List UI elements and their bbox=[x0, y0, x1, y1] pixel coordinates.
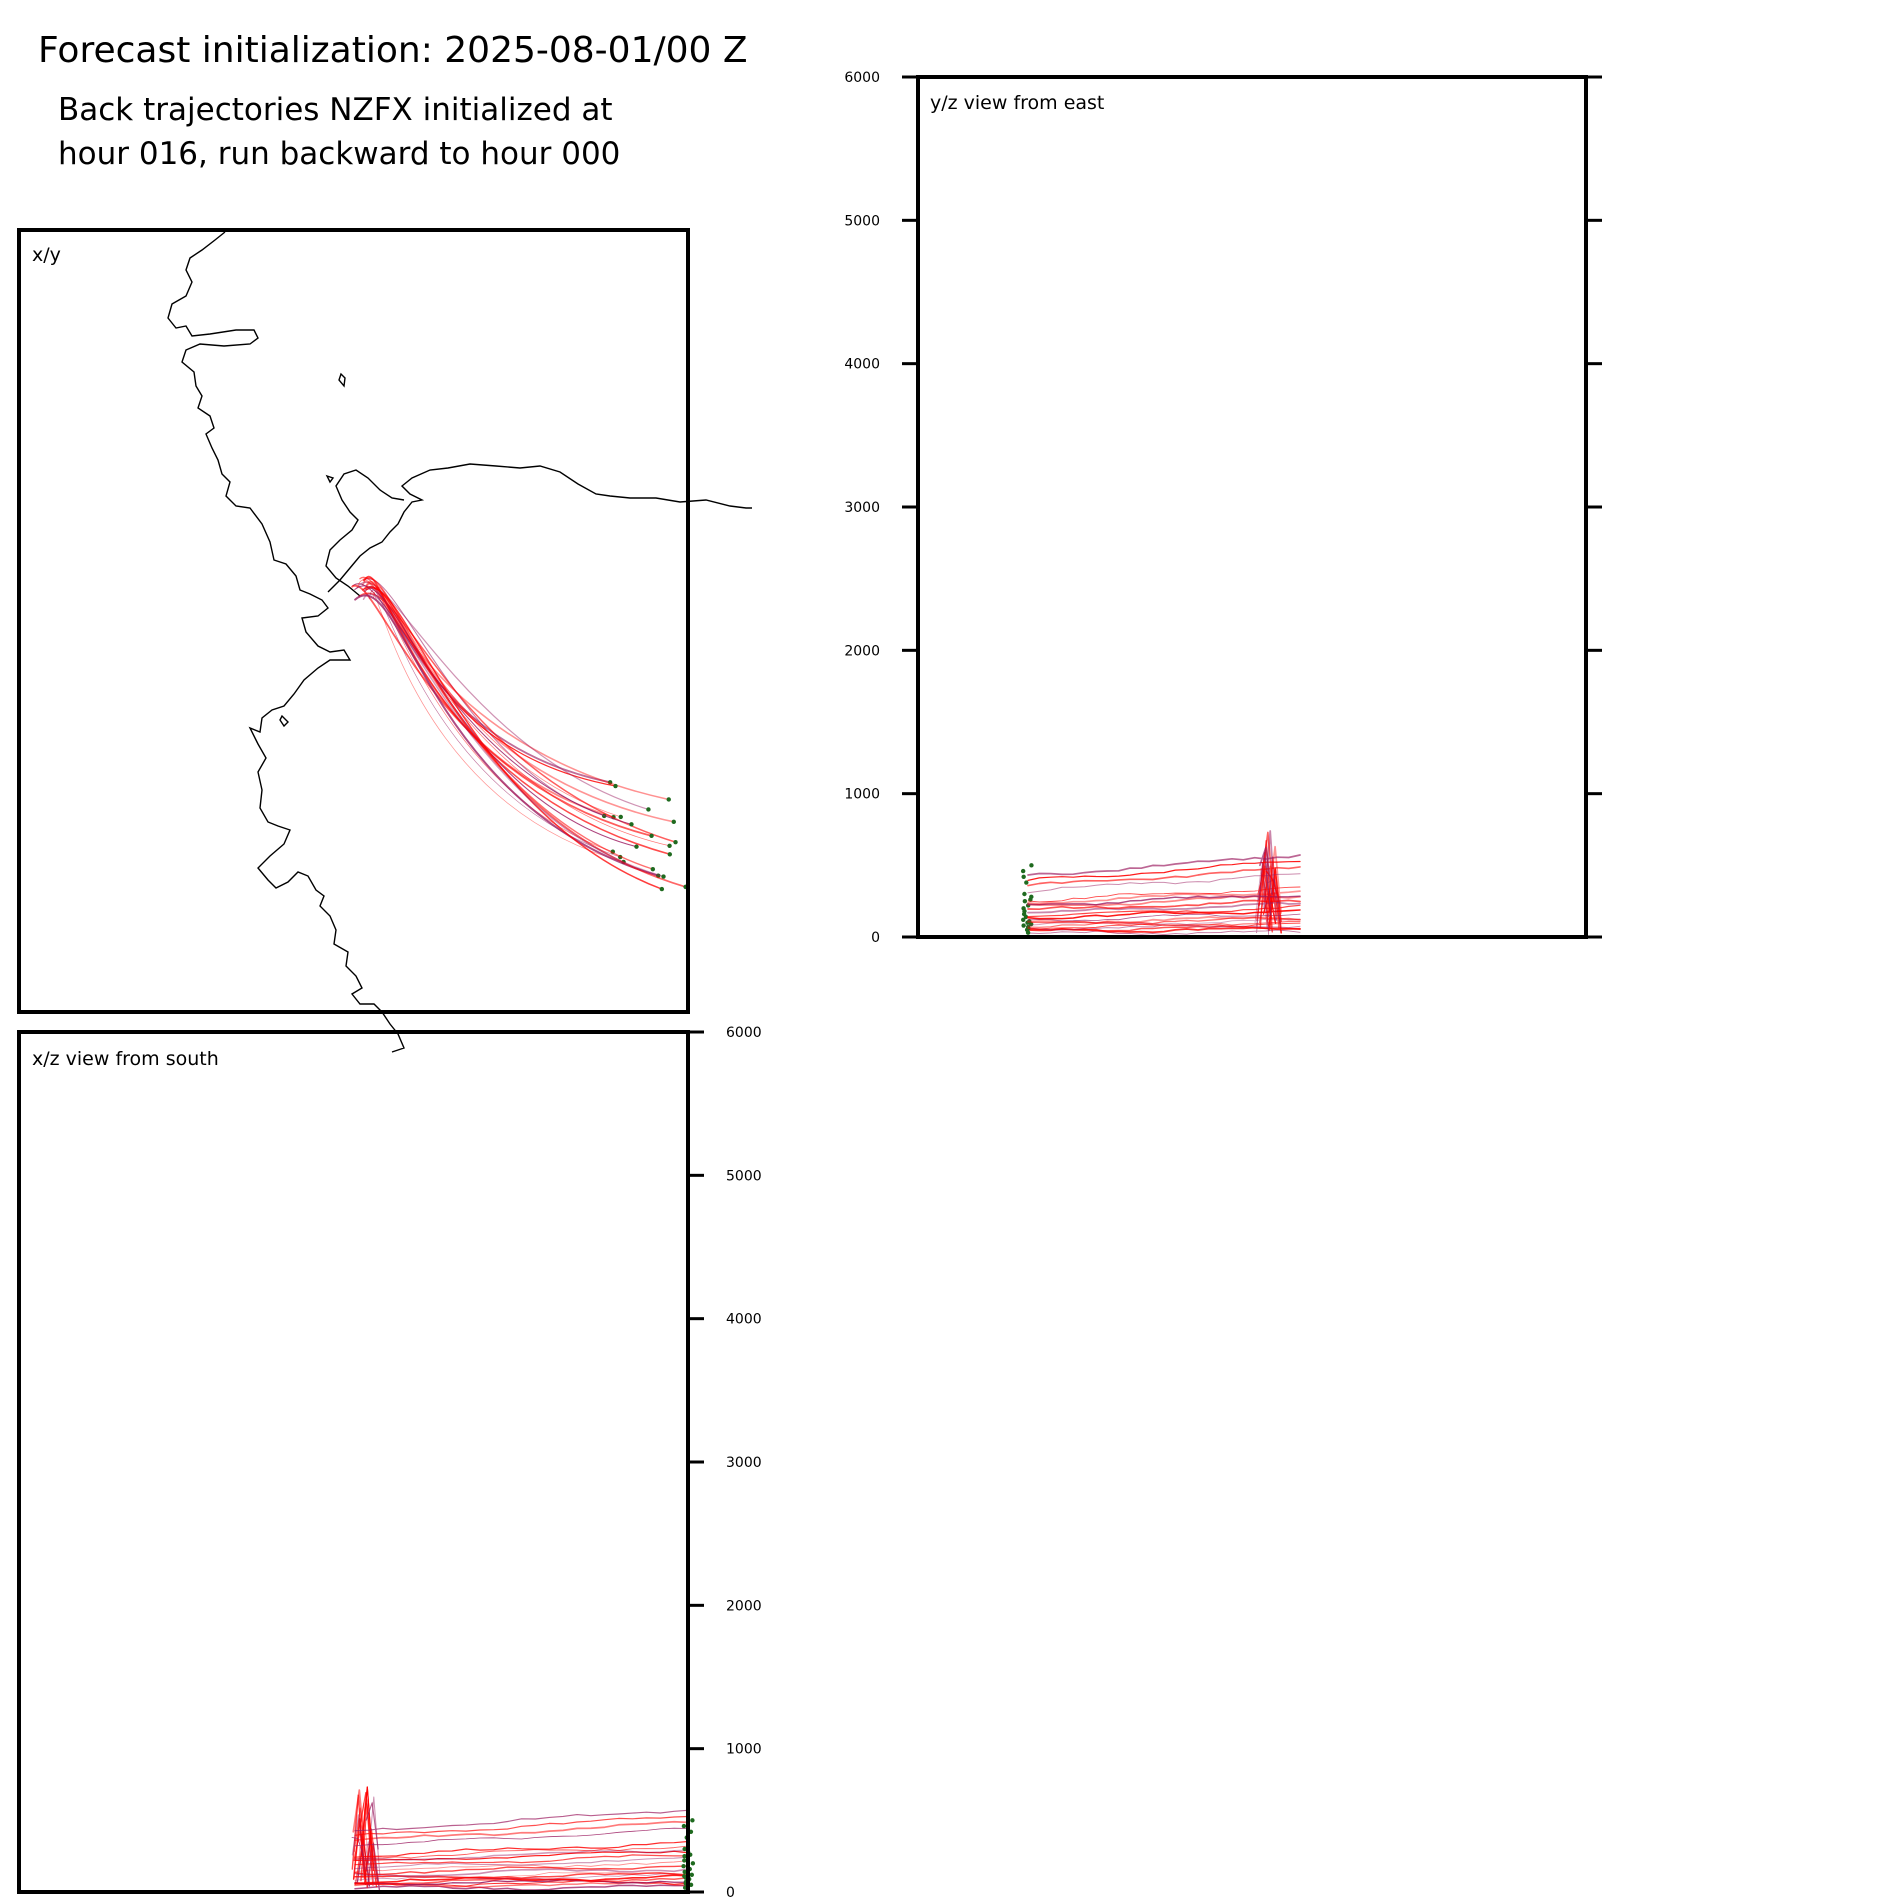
xz-trajs-trajectory-16 bbox=[351, 1814, 689, 1871]
xz-trajs-endpoint-10 bbox=[682, 1869, 687, 1875]
xy-endpoint-20 bbox=[659, 886, 665, 892]
figure-subtitle: Back trajectories NZFX initialized at ho… bbox=[58, 88, 620, 176]
yz-trajs-endpoint-5 bbox=[1021, 923, 1026, 928]
xy-trajectory-20 bbox=[362, 586, 663, 890]
xy-endpoint-3 bbox=[613, 783, 618, 789]
xy-panel-label: x/y bbox=[32, 244, 61, 266]
xz-trajs-endpoint-21 bbox=[681, 1823, 687, 1829]
y-tick-label-2000: 2000 bbox=[844, 643, 880, 659]
coastline-north bbox=[327, 463, 752, 593]
yz-trajs-endpoint-22 bbox=[1029, 863, 1034, 868]
xz-trajs-endpoint-12 bbox=[681, 1864, 686, 1869]
yz-trajs-endpoint-17 bbox=[1029, 894, 1034, 900]
xz-trajs-endpoint-9 bbox=[689, 1872, 694, 1878]
xz-trajs-endpoint-15 bbox=[682, 1853, 687, 1859]
xz-axis: 0 1000 2000 3000 4000 5000 6000 bbox=[688, 1025, 762, 1900]
subtitle-line-2: hour 016, run backward to hour 000 bbox=[58, 136, 621, 172]
xy-endpoint-22 bbox=[661, 874, 666, 879]
xy-trajectory-22 bbox=[362, 593, 665, 878]
xz-panel-label: x/z view from south bbox=[32, 1048, 219, 1070]
xz-trajs-endpoint-14 bbox=[682, 1858, 687, 1863]
xz-trajs-endpoint-18 bbox=[682, 1846, 687, 1852]
xy-endpoint-12 bbox=[667, 852, 673, 857]
xz-frame bbox=[17, 1030, 690, 1894]
xz-trajs-trajectory-20 bbox=[352, 1789, 689, 1857]
xy-endpoint-16 bbox=[634, 844, 639, 849]
coastline-bay bbox=[325, 469, 405, 597]
yz-trajs-endpoint-19 bbox=[1024, 880, 1029, 885]
yz-axis: 0 1000 2000 3000 4000 5000 6000 bbox=[844, 70, 1602, 946]
yz-trajs-endpoint-15 bbox=[1022, 898, 1028, 904]
xz-trajs-trajectory-19 bbox=[351, 1827, 689, 1860]
y-tick-label-3000: 3000 bbox=[844, 500, 880, 516]
y-tick-label-2000: 2000 bbox=[726, 1598, 762, 1614]
y-tick-label-6000: 6000 bbox=[726, 1025, 762, 1041]
y-tick-label-4000: 4000 bbox=[726, 1312, 762, 1328]
yz-trajs-trajectory-17 bbox=[1027, 845, 1301, 914]
xz-trajectories bbox=[351, 1786, 696, 1891]
xy-frame bbox=[17, 228, 690, 1014]
coastline-west bbox=[167, 231, 405, 1053]
xz-trajs-endpoint-22 bbox=[690, 1818, 695, 1823]
xz-trajs-endpoint-13 bbox=[690, 1861, 696, 1866]
xy-endpoint-1 bbox=[607, 780, 613, 785]
xy-endpoint-15 bbox=[667, 843, 672, 848]
yz-trajs-endpoint-13 bbox=[1021, 906, 1026, 911]
island-1 bbox=[338, 372, 346, 388]
y-tick-label-4000: 4000 bbox=[844, 357, 880, 373]
yz-trajs-endpoint-20 bbox=[1021, 874, 1026, 879]
y-tick-label-1000: 1000 bbox=[844, 787, 880, 803]
y-tick-label-1000: 1000 bbox=[726, 1742, 762, 1758]
xy-trajectory-11 bbox=[351, 584, 653, 837]
xz-trajs-endpoint-8 bbox=[682, 1874, 687, 1879]
yz-trajs-endpoint-21 bbox=[1020, 868, 1026, 874]
xy-endpoint-8 bbox=[671, 819, 676, 825]
y-tick-label-5000: 5000 bbox=[726, 1168, 762, 1184]
yz-trajs-trajectory-21 bbox=[1027, 860, 1301, 899]
island-2 bbox=[325, 474, 335, 484]
xz-trajs-trajectory-22 bbox=[354, 1802, 689, 1850]
xz-trajs-trajectory-21 bbox=[354, 1792, 689, 1854]
xz-trajs-trajectory-12 bbox=[354, 1791, 689, 1878]
xy-endpoint-18 bbox=[650, 866, 656, 872]
yz-trajs-trajectory-11 bbox=[1027, 890, 1301, 925]
xy-endpoint-6 bbox=[618, 814, 623, 820]
figure-title: Forecast initialization: 2025-08-01/00 Z bbox=[38, 30, 748, 71]
xy-trajectories bbox=[351, 575, 688, 892]
island-3 bbox=[279, 714, 289, 728]
xy-trajectory-2 bbox=[361, 580, 670, 801]
yz-panel-label: y/z view from east bbox=[930, 92, 1104, 114]
subtitle-line-1: Back trajectories NZFX initialized at bbox=[58, 92, 613, 128]
xy-endpoint-10 bbox=[629, 822, 634, 827]
y-tick-label-0: 0 bbox=[726, 1885, 735, 1900]
yz-trajs-endpoint-9 bbox=[1021, 917, 1026, 922]
y-tick-label-3000: 3000 bbox=[726, 1455, 762, 1471]
xy-endpoint-11 bbox=[649, 833, 654, 839]
yz-trajs-endpoint-18 bbox=[1022, 891, 1027, 897]
xy-endpoint-4 bbox=[646, 807, 651, 812]
xy-endpoint-2 bbox=[666, 797, 671, 802]
xy-trajectory-21 bbox=[362, 576, 687, 888]
yz-frame bbox=[916, 75, 1588, 939]
yz-trajs-trajectory-22 bbox=[1027, 846, 1301, 895]
y-tick-label-6000: 6000 bbox=[844, 70, 880, 86]
xy-coastline bbox=[167, 231, 752, 1053]
xy-trajectory-17 bbox=[370, 590, 624, 863]
y-tick-label-0: 0 bbox=[871, 930, 880, 946]
yz-trajectories bbox=[1020, 830, 1301, 936]
xy-endpoint-9 bbox=[673, 839, 678, 845]
y-tick-label-5000: 5000 bbox=[844, 213, 880, 229]
